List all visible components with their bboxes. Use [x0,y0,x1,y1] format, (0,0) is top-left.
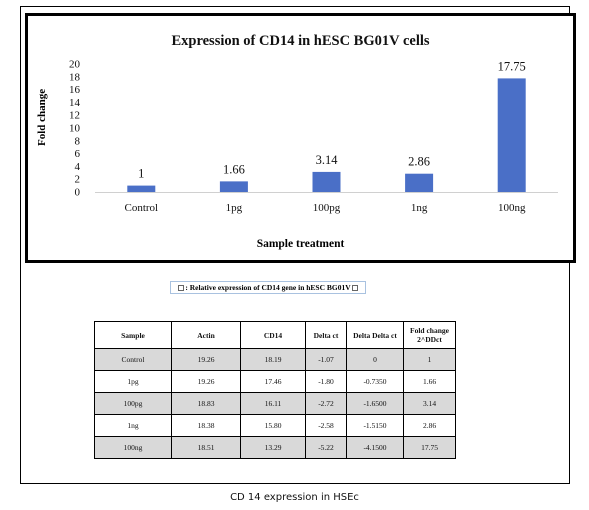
bar-1pg [219,181,248,192]
data-label: 2.86 [408,155,430,169]
x-tick-label: 1pg [226,202,243,214]
table-cell: 1ng [94,414,172,437]
table-cell: 18.38 [171,414,241,437]
table-cell: -1.07 [305,348,347,371]
anchor-icon [178,285,185,292]
bar-1ng [405,173,434,192]
table-cell: -2.72 [305,392,347,415]
figure-caption: CD 14 expression in HSEc [230,492,359,503]
table-cell: -1.80 [305,370,347,393]
table-caption-text: : Relative expression of CD14 gene in hE… [185,283,351,292]
table-cell: 100pg [94,392,172,415]
y-tick-label: 18 [69,71,81,83]
table-cell: 19.26 [171,348,241,371]
data-label: 17.75 [498,59,526,73]
table-cell: 2.86 [403,414,456,437]
data-label: 3.14 [316,153,339,167]
y-tick-label: 16 [69,84,81,96]
bar-100pg [312,171,341,192]
table-row: Control 19.26 18.19 -1.07 0 1 [94,348,456,371]
header-cd14: CD14 [240,321,306,349]
table-cell: 3.14 [403,392,456,415]
header-actin: Actin [171,321,241,349]
y-tick-label: 12 [69,110,80,122]
table-cell: -1.5150 [346,414,404,437]
table-cell: 19.26 [171,370,241,393]
table-cell: 13.29 [240,436,306,459]
table-cell: 18.51 [171,436,241,459]
table-cell: Control [94,348,172,371]
x-axis-label: Sample treatment [256,238,345,250]
table-row: 1pg 19.26 17.46 -1.80 -0.7350 1.66 [94,370,456,393]
x-tick-label: Control [124,202,158,214]
table-header-row: Sample Actin CD14 Delta ct Delta Delta c… [94,321,456,349]
table-cell: -1.6500 [346,392,404,415]
table-cell: -2.58 [305,414,347,437]
table-row: 100ng 18.51 13.29 -5.22 -4.1500 17.75 [94,436,456,459]
header-fold-change: Fold change 2^DDct [403,321,456,349]
table-cell: 17.75 [403,436,456,459]
header-delta-delta-ct: Delta Delta ct [346,321,404,349]
table-cell: 15.80 [240,414,306,437]
anchor-icon [351,285,358,292]
x-tick-label: 1ng [411,202,428,214]
table-cell: -4.1500 [346,436,404,459]
table-cell: 0 [346,348,404,371]
data-label: 1 [138,167,144,181]
bar-100ng [497,78,526,192]
table-cell: 17.46 [240,370,306,393]
y-tick-label: 8 [75,135,81,147]
table-caption: : Relative expression of CD14 gene in hE… [170,281,366,294]
y-tick-label: 14 [69,97,81,109]
table-cell: 1.66 [403,370,456,393]
header-delta-ct: Delta ct [305,321,347,349]
table-cell: 1pg [94,370,172,393]
table-cell: -0.7350 [346,370,404,393]
y-tick-label: 4 [75,161,81,173]
y-tick-label: 0 [75,187,81,199]
table-cell: 16.11 [240,392,306,415]
x-tick-label: 100pg [313,202,341,214]
chart-panel: Expression of CD14 in hESC BG01V cells F… [25,13,576,263]
table-cell: 18.19 [240,348,306,371]
x-tick-label: 100ng [498,202,526,214]
data-table: Sample Actin CD14 Delta ct Delta Delta c… [94,321,456,459]
y-tick-label: 6 [75,148,81,160]
table-cell: 100ng [94,436,172,459]
y-tick-label: 20 [69,59,81,71]
data-label: 1.66 [223,162,245,176]
y-tick-label: 2 [75,174,81,186]
table-cell: 1 [403,348,456,371]
header-sample: Sample [94,321,172,349]
table-row: 1ng 18.38 15.80 -2.58 -1.5150 2.86 [94,414,456,437]
table-row: 100pg 18.83 16.11 -2.72 -1.6500 3.14 [94,392,456,415]
bar-control [127,185,156,192]
y-tick-label: 10 [69,123,81,135]
table-cell: -5.22 [305,436,347,459]
chart-title: Expression of CD14 in hESC BG01V cells [171,33,430,49]
table-cell: 18.83 [171,392,241,415]
